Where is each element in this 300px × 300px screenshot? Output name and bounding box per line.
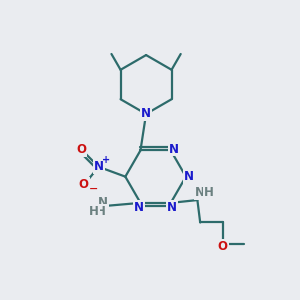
Text: H: H — [89, 205, 99, 218]
Text: N: N — [94, 160, 104, 173]
Text: O: O — [76, 143, 86, 156]
Text: −: − — [88, 183, 98, 194]
Text: N: N — [98, 196, 108, 209]
Text: +: + — [103, 155, 111, 165]
Text: O: O — [218, 240, 228, 253]
Text: N: N — [195, 186, 205, 199]
Text: N: N — [184, 170, 194, 183]
Text: H: H — [96, 205, 106, 218]
Text: N: N — [167, 201, 177, 214]
Text: N: N — [141, 107, 151, 121]
Text: N: N — [134, 201, 144, 214]
Text: N: N — [169, 142, 179, 155]
Text: H: H — [204, 186, 214, 199]
Text: O: O — [79, 178, 89, 191]
